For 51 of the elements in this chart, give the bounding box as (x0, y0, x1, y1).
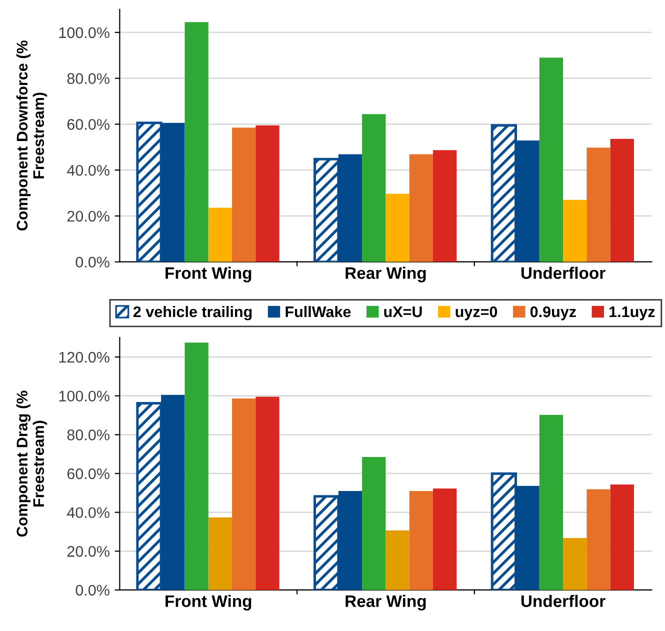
bar (386, 530, 410, 590)
legend-label: FullWake (286, 306, 351, 318)
bar (362, 456, 386, 590)
bar (386, 194, 410, 262)
bar (610, 138, 634, 262)
y-tick-label: 0.0% (76, 256, 110, 268)
y-tick-label: 40.0% (67, 507, 110, 518)
y-tick-label: 120.0% (59, 352, 110, 363)
y-axis-title: Component Downforce (% Freestream) (16, 40, 48, 231)
bar (184, 342, 208, 590)
y-tick-label: 20.0% (67, 210, 110, 222)
bar (409, 490, 433, 590)
bar (232, 398, 256, 590)
legend-label: uX=U (384, 306, 422, 318)
y-tick-label: 60.0% (67, 119, 110, 130)
x-tick-label: Front Wing (166, 266, 252, 282)
y-tick-label: 100.0% (59, 27, 110, 38)
bar (563, 538, 587, 590)
legend-label: uyz=0 (456, 306, 498, 320)
y-axis-title: Component Drag (% Freestream) (16, 390, 48, 537)
legend-label: 2 vehicle trailing (133, 306, 252, 320)
bar (432, 150, 457, 262)
x-tick-label: Underfloor (521, 594, 606, 608)
y-tick-label: 0.0% (76, 584, 110, 596)
x-tick-label: Rear Wing (346, 266, 426, 282)
bar (256, 396, 280, 590)
legend-label: 1.1uyz (610, 306, 655, 320)
bar (208, 517, 232, 590)
bar (409, 154, 433, 262)
y-tick-label: 40.0% (67, 164, 110, 176)
bar (362, 114, 386, 262)
x-tick-label: Underfloor (521, 266, 606, 279)
bar (539, 58, 564, 262)
y-tick-label: 100.0% (59, 390, 110, 402)
x-tick-label: Rear Wing (346, 594, 426, 610)
y-tick-label: 80.0% (67, 73, 110, 84)
y-tick-label: 80.0% (67, 430, 110, 440)
bar (563, 200, 587, 262)
bar (586, 148, 610, 262)
legend-label: 0.9uyz (530, 306, 576, 320)
bar (610, 484, 634, 590)
bar (586, 489, 610, 590)
y-tick-label: 20.0% (67, 546, 110, 557)
bar (232, 128, 256, 262)
bar (184, 22, 208, 262)
bar (432, 488, 457, 590)
bar (208, 208, 232, 262)
bar (256, 125, 280, 262)
x-tick-label: Front Wing (166, 594, 252, 610)
bar (539, 414, 564, 590)
y-tick-label: 60.0% (67, 468, 110, 480)
